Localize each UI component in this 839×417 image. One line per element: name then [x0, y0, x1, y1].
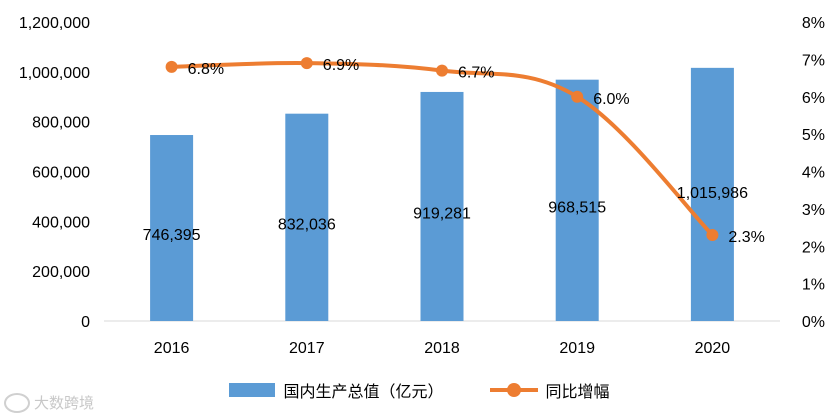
bar [285, 113, 329, 322]
legend-swatch-line [489, 383, 538, 397]
line-value-label: 6.8% [188, 61, 224, 78]
bar [420, 91, 464, 321]
bar [690, 67, 734, 321]
right-tick-label: 2% [802, 239, 825, 256]
legend-label-gdp: 国内生产总值（亿元） [283, 382, 444, 401]
x-tick-label: 2017 [289, 340, 325, 357]
legend-swatch-bar [229, 383, 276, 397]
left-tick-label: 600,000 [32, 165, 90, 182]
bar-value-label: 746,395 [143, 227, 201, 244]
line-value-label: 2.3% [728, 229, 764, 246]
bar-data-labels: 746,395 832,036 919,281 968,515 1,015,986 [143, 185, 748, 244]
left-tick-label: 0 [81, 314, 90, 331]
bar [555, 79, 599, 321]
watermark-logo-icon [4, 392, 30, 413]
right-tick-label: 6% [802, 90, 825, 107]
line-value-label: 6.0% [593, 91, 629, 108]
legend-label-growth: 同比增幅 [545, 382, 610, 401]
line-point [300, 57, 313, 70]
bar-value-label: 919,281 [413, 205, 471, 222]
x-tick-label: 2019 [559, 340, 595, 357]
left-tick-label: 400,000 [32, 214, 90, 231]
line-point [706, 229, 719, 242]
bar-value-label: 1,015,986 [677, 185, 748, 202]
left-tick-label: 200,000 [32, 264, 90, 281]
right-tick-label: 5% [802, 127, 825, 144]
right-tick-label: 7% [802, 52, 825, 69]
growth-line [171, 61, 714, 237]
line-value-label: 6.7% [458, 65, 494, 82]
x-axis-ticks: 2016 2017 2018 2019 2020 [154, 340, 730, 357]
x-tick-label: 2016 [154, 340, 190, 357]
bar-value-label: 832,036 [278, 216, 336, 233]
bar-value-label: 968,515 [548, 199, 606, 216]
right-axis-ticks: 0% 1% 2% 3% 4% 5% 6% 7% 8% [802, 15, 825, 331]
bar-series [150, 67, 734, 322]
bar [150, 135, 194, 321]
legend: 国内生产总值（亿元） 同比增幅 [0, 378, 839, 402]
legend-item-gdp: 国内生产总值（亿元） [229, 378, 444, 402]
line-data-labels: 6.8% 6.9% 6.7% 6.0% 2.3% [188, 57, 765, 246]
left-tick-label: 800,000 [32, 115, 90, 132]
right-tick-label: 0% [802, 314, 825, 331]
right-tick-label: 3% [802, 202, 825, 219]
line-point [436, 64, 448, 77]
watermark-text: 大数跨境 [34, 394, 95, 412]
watermark: 大数跨境 [4, 392, 94, 413]
line-point [571, 90, 584, 103]
line-value-label: 6.9% [323, 57, 359, 74]
left-axis-ticks: 0 200,000 400,000 600,000 800,000 1,000,000 1,… [19, 15, 90, 331]
left-tick-label: 1,000,000 [19, 65, 90, 82]
x-tick-label: 2018 [424, 340, 460, 357]
x-tick-label: 2020 [695, 340, 731, 357]
right-tick-label: 4% [802, 165, 825, 182]
line-series [165, 57, 719, 242]
right-tick-label: 1% [802, 277, 825, 294]
legend-item-growth: 同比增幅 [489, 378, 610, 402]
line-point [165, 60, 178, 73]
left-tick-label: 1,200,000 [19, 15, 90, 32]
right-tick-label: 8% [802, 15, 825, 32]
